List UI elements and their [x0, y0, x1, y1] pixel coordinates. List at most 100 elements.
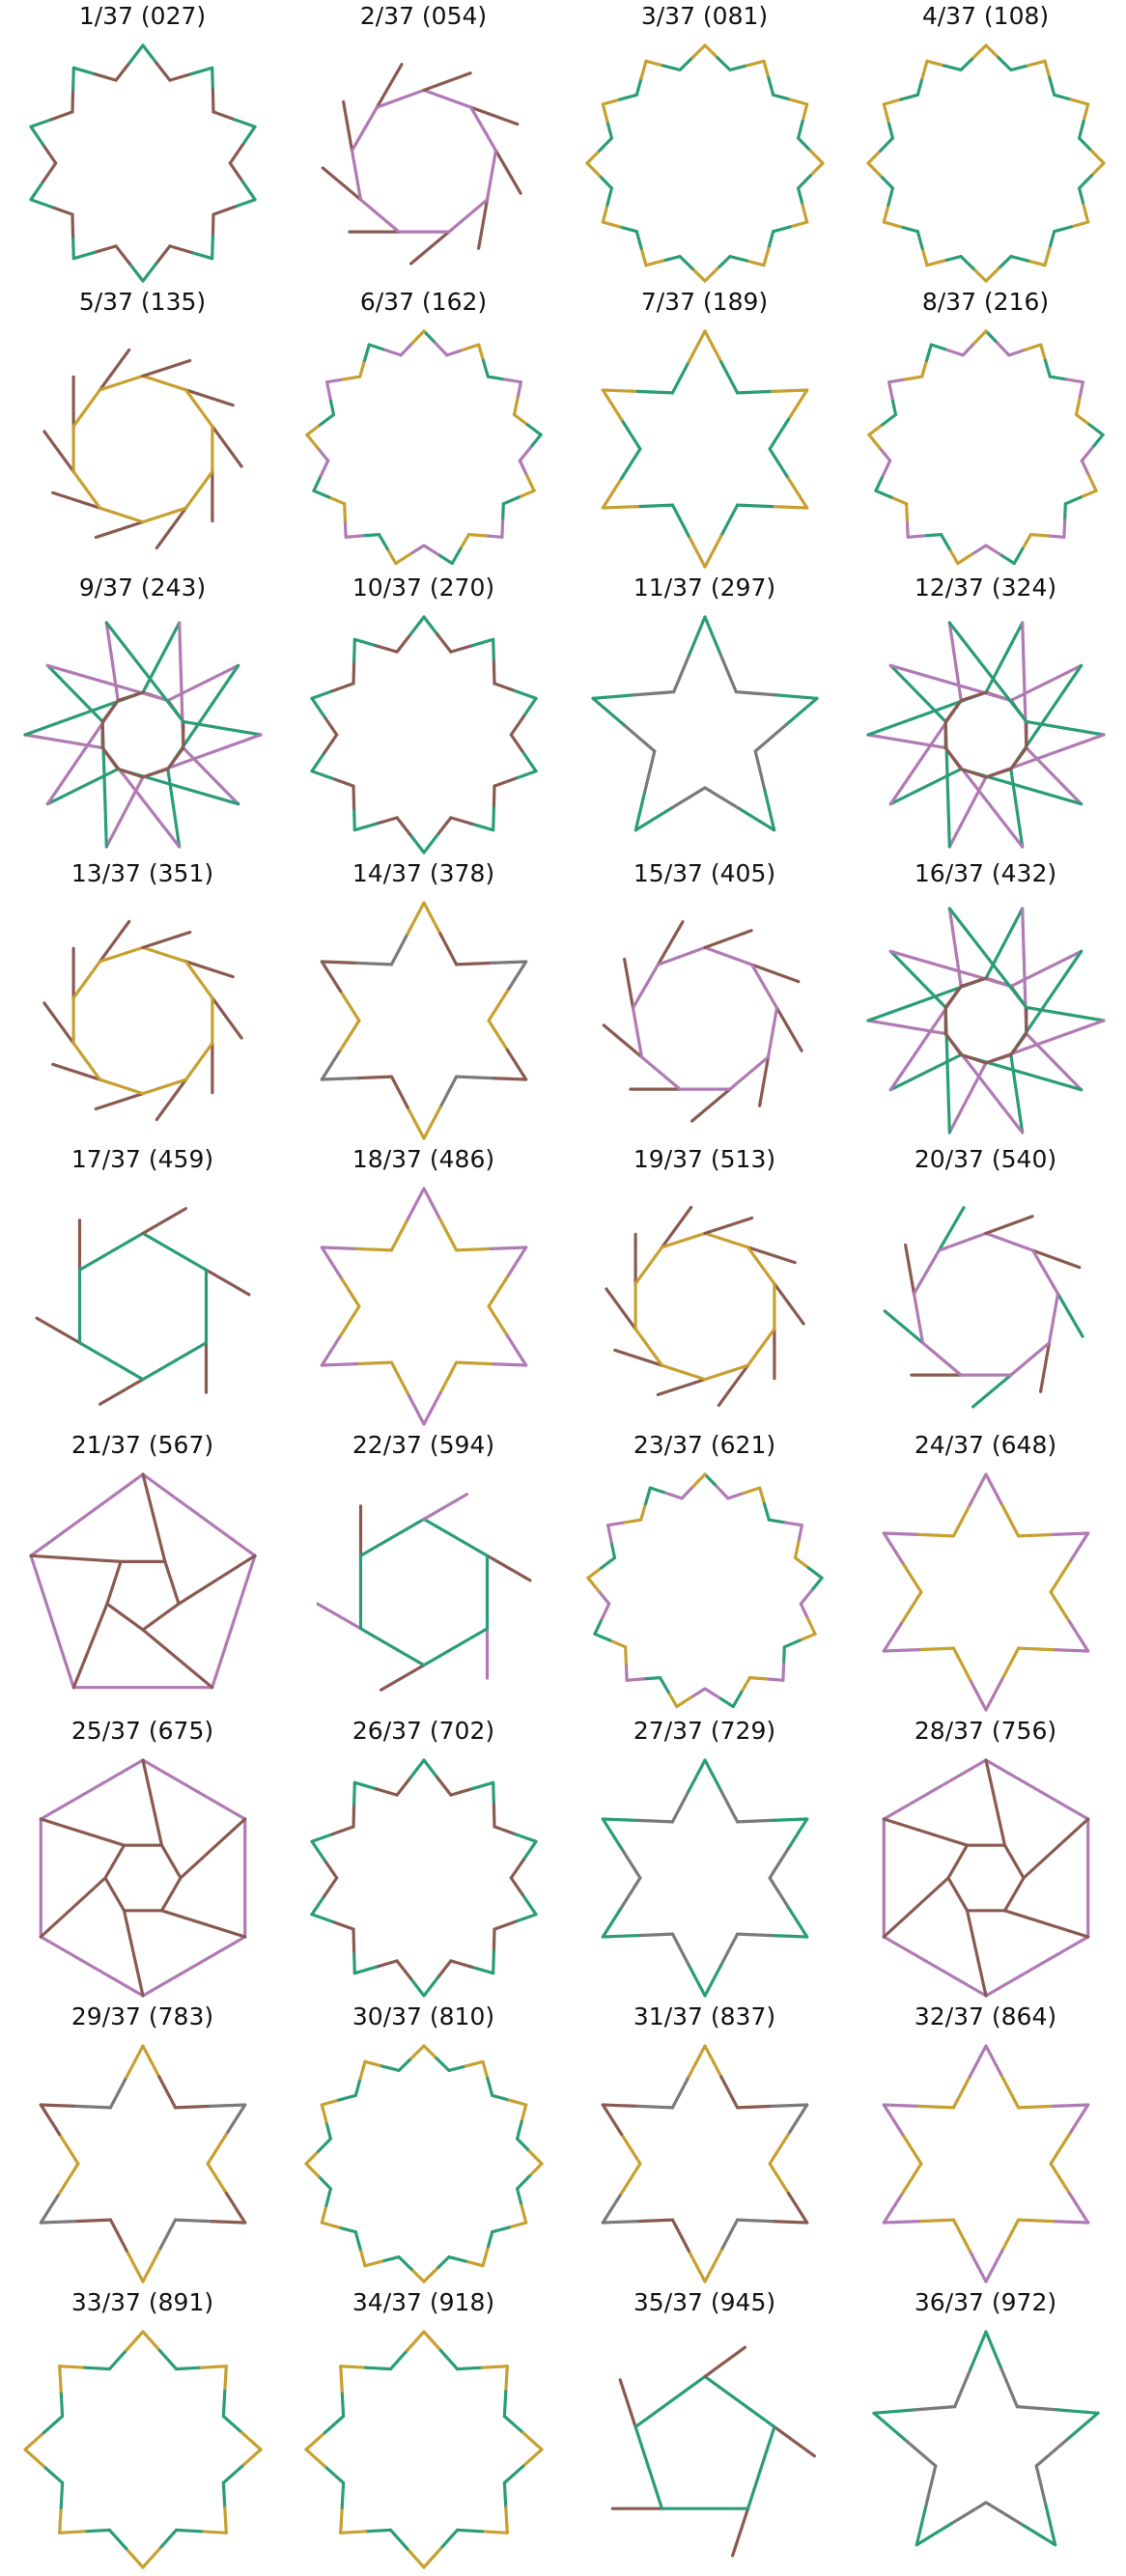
pinwheel-spoke	[703, 1216, 754, 1236]
polygon-edge	[1063, 495, 1083, 506]
star-spike	[947, 907, 963, 989]
tile: 1/37 (027)	[2, 0, 283, 286]
pinwheel-spoke	[758, 1055, 771, 1107]
polygon-edge	[422, 1106, 442, 1140]
polygon-edge	[882, 2103, 921, 2109]
polygon-edge	[913, 2404, 957, 2412]
polygon-edge	[422, 2044, 438, 2060]
polygon-edge	[915, 230, 924, 250]
polygon-edge	[920, 246, 929, 267]
polygon-edge	[745, 59, 766, 68]
tile: 14/37 (378)	[283, 857, 564, 1143]
tile: 22/37 (594)	[283, 1429, 564, 1715]
polygon-edge	[609, 1539, 617, 1560]
polygon-edge	[660, 1231, 707, 1249]
fan-chord	[39, 1876, 107, 1939]
polygon-edge	[358, 2059, 367, 2081]
polygon-edge	[455, 2528, 484, 2534]
polygon-edge	[984, 544, 1002, 556]
polygon-edge	[502, 2480, 508, 2509]
fan-chord	[179, 1817, 247, 1880]
polygon-edge	[141, 2547, 161, 2569]
polygon-edge	[968, 2044, 988, 2079]
pinwheel-spoke	[35, 1316, 82, 1345]
polygon-edge	[900, 2162, 923, 2196]
polygon-edge	[155, 244, 172, 266]
polygon-edge	[422, 1758, 439, 1779]
polygon-edge	[435, 2255, 451, 2271]
pinwheel-spoke	[493, 149, 522, 195]
polygon-edge	[521, 751, 538, 773]
polygon-edge	[951, 2075, 971, 2110]
polygon-edge	[984, 2044, 1004, 2079]
star-spike	[23, 733, 104, 750]
polygon-edge	[409, 2267, 426, 2283]
polygon-edge	[141, 1341, 209, 1382]
star-core-edge	[984, 767, 1013, 779]
polygon-edge	[406, 2330, 426, 2352]
polygon-edge	[108, 2218, 128, 2253]
polygon-edge	[320, 1077, 359, 1081]
polygon-edge	[959, 56, 975, 72]
polygon-edge	[305, 433, 320, 450]
polygon-edge	[240, 2431, 263, 2451]
polygon-edge	[228, 143, 244, 165]
polygon-edge	[953, 2367, 972, 2409]
polygon-edge	[406, 2547, 426, 2569]
tile-figure	[867, 329, 1105, 566]
polygon-edge	[71, 250, 97, 261]
polygon-edge	[874, 474, 885, 492]
polygon-edge	[703, 266, 719, 283]
polygon-edge	[490, 1362, 528, 1367]
star-core-edge	[959, 976, 988, 989]
polygon-edge	[703, 43, 719, 60]
tile-figure	[591, 615, 819, 832]
polygon-edge	[93, 72, 118, 82]
tile-figure	[866, 907, 1106, 1134]
polygon-edge	[1048, 76, 1056, 97]
polygon-edge	[984, 2501, 1023, 2526]
polygon-edge	[601, 2103, 640, 2109]
polygon-edge	[601, 505, 640, 510]
polygon-edge	[493, 1919, 518, 1931]
polygon-edge	[1062, 518, 1067, 539]
polygon-edge	[375, 88, 426, 109]
polygon-edge	[374, 1959, 399, 1969]
polygon-edge	[323, 714, 339, 737]
polygon-edge	[338, 989, 361, 1022]
polygon-edge	[703, 786, 742, 811]
tile-figure	[586, 1472, 824, 1709]
polygon-edge	[455, 1075, 493, 1080]
polygon-edge	[793, 1539, 801, 1560]
polygon-edge	[389, 1075, 409, 1109]
polygon-edge	[360, 533, 381, 538]
fan-chord	[141, 1628, 214, 1690]
tile-title: 25/37 (675)	[70, 1717, 214, 1745]
polygon-edge	[58, 2365, 63, 2394]
star-spike	[166, 663, 240, 703]
polygon-edge	[768, 1846, 790, 1880]
pinwheel-spoke	[316, 1602, 363, 1631]
polygon-edge	[1049, 2162, 1071, 2196]
tile: 16/37 (432)	[845, 857, 1126, 1143]
polygon-edge	[509, 714, 525, 737]
polygon-edge	[507, 2221, 528, 2229]
star-spike	[866, 1019, 947, 1036]
polygon-edge	[447, 198, 490, 234]
tile-figure	[601, 1758, 809, 1998]
polygon-edge	[608, 1638, 628, 1649]
polygon-edge	[449, 1959, 474, 1969]
polygon-edge	[449, 816, 474, 826]
polygon-edge	[509, 1858, 525, 1880]
polygon-edge	[518, 446, 532, 462]
tile-figure	[882, 1472, 1090, 1712]
tile-title: 4/37 (108)	[921, 2, 1050, 30]
polygon-edge	[601, 1934, 640, 1939]
pinwheel-spoke	[321, 166, 363, 202]
polygon-edge	[324, 2119, 333, 2141]
polygon-edge	[312, 474, 323, 492]
polygon-edge	[866, 161, 883, 178]
polygon-edge	[658, 1676, 670, 1694]
pinwheel-spoke	[51, 1062, 102, 1081]
polygon-edge	[395, 816, 412, 837]
